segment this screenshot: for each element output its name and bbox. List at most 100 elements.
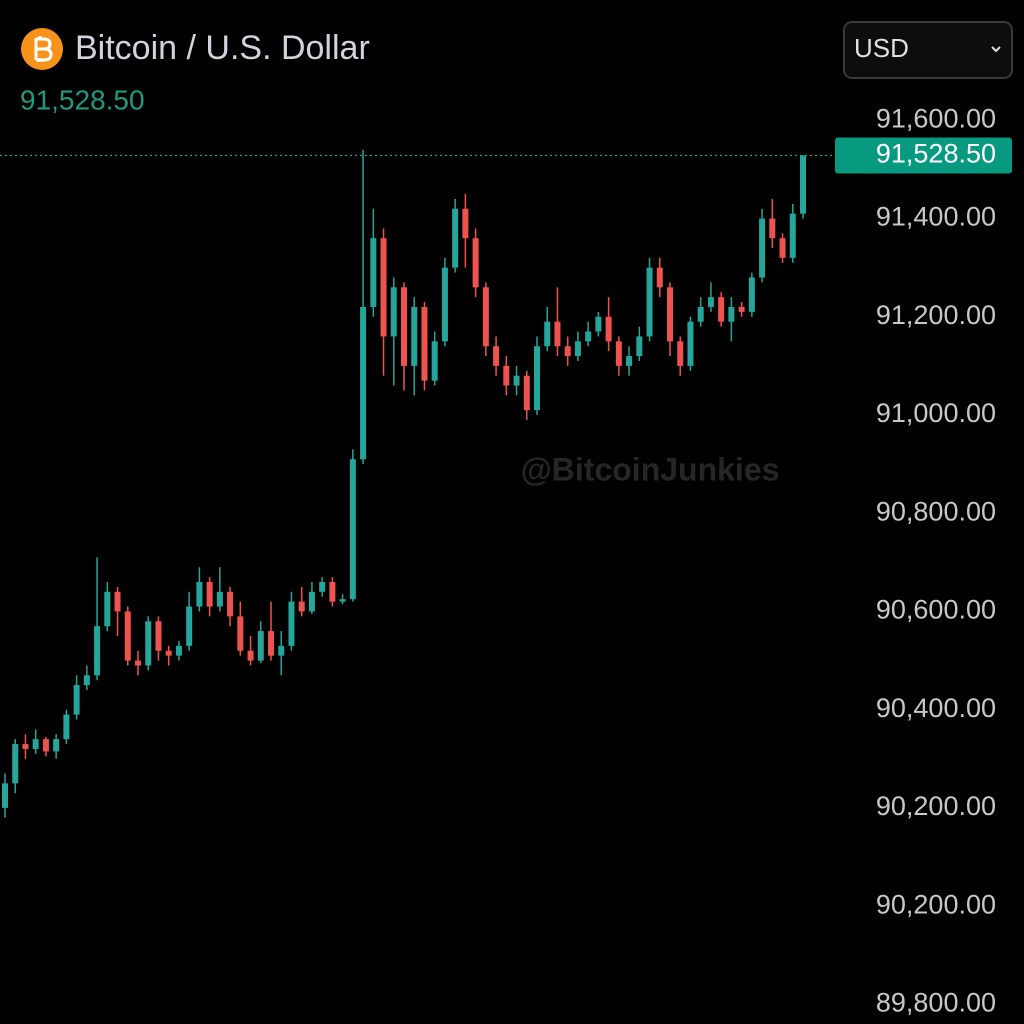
candle-body: [22, 744, 29, 749]
candle-body: [523, 375, 530, 411]
plot: [0, 149, 832, 818]
candle-body: [769, 218, 776, 239]
candle-body: [63, 714, 70, 740]
candle-body: [339, 599, 346, 602]
candle-body: [349, 459, 356, 600]
candle-body: [237, 616, 244, 651]
candle-body: [574, 341, 581, 357]
candle-body: [779, 238, 786, 258]
candle-body: [175, 645, 182, 656]
y-tick-label: 90,600.00: [876, 595, 996, 625]
candle-body: [165, 650, 172, 656]
candle-body: [155, 621, 162, 651]
candle-body: [94, 626, 101, 676]
candle-body: [615, 341, 622, 366]
candle-body: [585, 331, 592, 342]
y-tick-label: 91,600.00: [876, 103, 996, 133]
y-axis: 91,600.00 91,400.00 91,200.00 91,000.00 90,8…: [835, 103, 1012, 1017]
candle-body: [32, 739, 39, 749]
candle-body: [707, 297, 714, 307]
candle-body: [605, 316, 612, 342]
candle-body: [656, 267, 663, 288]
candle-body: [319, 581, 326, 592]
candle-body: [186, 606, 193, 646]
candle-body: [227, 591, 234, 617]
candle-body: [626, 356, 633, 366]
candle-body: [595, 316, 602, 332]
candle-body: [247, 650, 254, 661]
candle-body: [73, 685, 80, 715]
candle-body: [216, 591, 223, 607]
candle-body: [503, 365, 510, 386]
candle-body: [329, 581, 336, 602]
y-tick-label: 91,000.00: [876, 398, 996, 428]
candle-body: [421, 306, 428, 381]
candle-body: [441, 267, 448, 342]
candle-body: [687, 321, 694, 366]
candle-body: [83, 675, 90, 686]
header-price: 91,528.50: [20, 84, 145, 115]
candle-body: [462, 208, 469, 239]
candle-body: [564, 346, 571, 357]
watermark: @BitcoinJunkies: [521, 451, 780, 487]
candle-body: [308, 591, 315, 612]
candle-body: [431, 341, 438, 381]
candle-body: [759, 218, 766, 278]
y-tick-label: 90,400.00: [876, 693, 996, 723]
candle-body: [452, 208, 459, 268]
candle-body: [554, 321, 561, 347]
candle-body: [288, 601, 295, 646]
y-tick-label: 91,400.00: [876, 202, 996, 232]
y-tick-label: 89,800.00: [876, 987, 996, 1017]
candle-body: [789, 213, 796, 258]
candle-body: [370, 238, 377, 307]
last-price-label: 91,528.50: [876, 139, 996, 169]
last-price-badge: [835, 137, 1012, 174]
candle-body: [390, 287, 397, 337]
candle-body: [104, 591, 111, 627]
candle-body: [380, 238, 387, 337]
candle-body: [42, 739, 49, 752]
candle-body: [667, 287, 673, 342]
y-tick-label: 91,200.00: [876, 300, 996, 330]
candle-body: [257, 631, 264, 661]
candle-body: [2, 783, 8, 808]
candle-body: [534, 346, 540, 411]
candle-body: [278, 645, 285, 656]
candle-body: [738, 306, 745, 312]
candle-body: [800, 155, 806, 214]
candle-body: [114, 591, 121, 612]
candle-body: [268, 631, 274, 656]
candle-body: [124, 611, 131, 661]
candle-body: [145, 621, 152, 666]
candle-body: [53, 739, 60, 752]
candle-body: [135, 660, 141, 666]
candle-body: [493, 346, 500, 366]
candle-body: [748, 277, 755, 312]
candle-body: [411, 306, 418, 366]
dropdown-chevron: [991, 46, 1001, 53]
candle-body: [472, 238, 479, 288]
chart-title: Bitcoin / U.S. Dollar: [75, 29, 370, 67]
candle-body: [206, 581, 213, 607]
candle-body: [196, 581, 203, 607]
candle-body: [677, 341, 684, 366]
candle-body: [360, 306, 367, 460]
candle-body: [697, 306, 704, 322]
y-tick-label: 90,200.00: [876, 791, 996, 821]
candle-body: [482, 287, 489, 347]
bitcoin-glyph: [34, 36, 53, 62]
currency-label: USD: [854, 33, 909, 63]
candle-body: [636, 336, 643, 357]
candle-body: [544, 321, 551, 347]
candle-body: [12, 744, 19, 784]
candle-body: [401, 287, 407, 366]
currency-dropdown[interactable]: [843, 21, 1013, 79]
y-tick-label: 90,800.00: [876, 496, 996, 526]
candle-body: [513, 375, 520, 386]
candle-body: [298, 601, 305, 612]
candle-body: [728, 306, 735, 322]
y-tick-label: 90,200.00: [876, 889, 996, 919]
candle-body: [718, 297, 725, 322]
